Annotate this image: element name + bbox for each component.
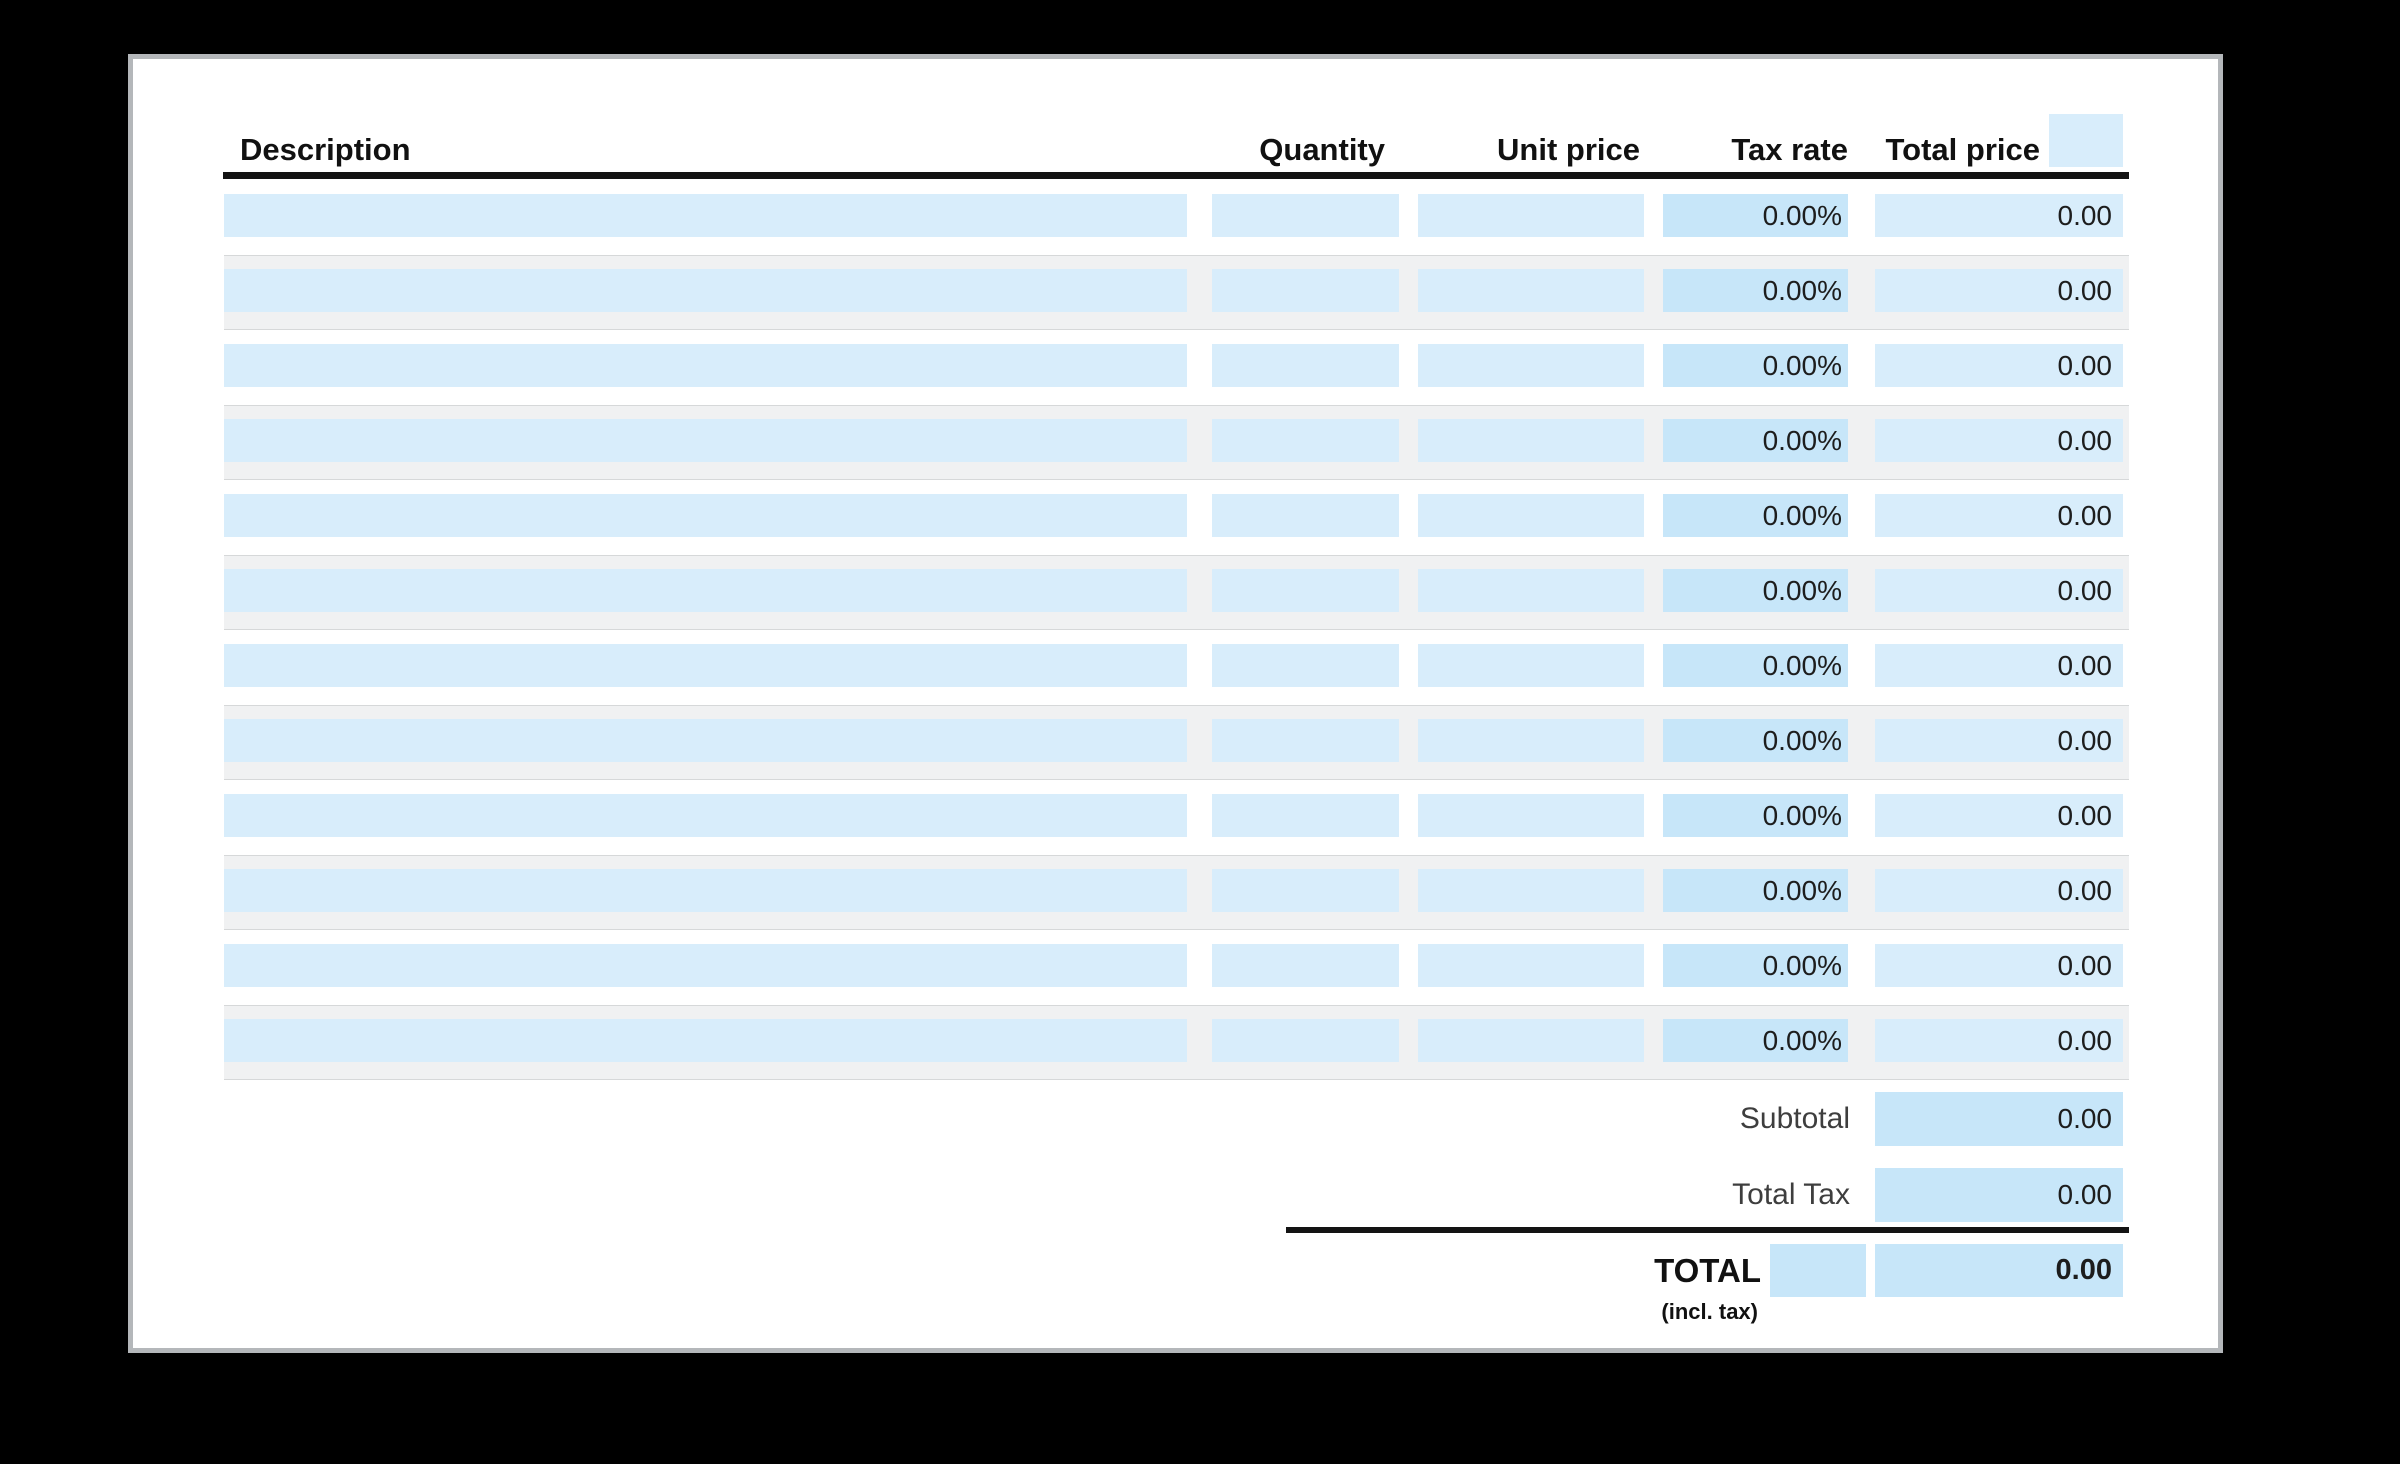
line-item-row: 0.00% 0.00 bbox=[224, 855, 2129, 930]
unit-price-field[interactable] bbox=[1418, 344, 1644, 387]
description-field[interactable] bbox=[224, 1019, 1187, 1062]
tax-rate-field[interactable]: 0.00% bbox=[1663, 569, 1848, 612]
total-rule bbox=[1286, 1227, 2129, 1233]
total-price-field[interactable]: 0.00 bbox=[1875, 644, 2123, 687]
tax-rate-field[interactable]: 0.00% bbox=[1663, 944, 1848, 987]
line-item-row: 0.00% 0.00 bbox=[224, 780, 2129, 855]
total-price-field[interactable]: 0.00 bbox=[1875, 194, 2123, 237]
description-field[interactable] bbox=[224, 419, 1187, 462]
column-header-unit-price: Unit price bbox=[1497, 132, 1640, 167]
line-item-row: 0.00% 0.00 bbox=[224, 480, 2129, 555]
tax-rate-field[interactable]: 0.00% bbox=[1663, 644, 1848, 687]
column-header-total-price: Total price bbox=[1885, 132, 2040, 167]
description-field[interactable] bbox=[224, 869, 1187, 912]
total-price-field[interactable]: 0.00 bbox=[1875, 569, 2123, 612]
total-tax-label: Total Tax bbox=[1732, 1178, 1850, 1211]
total-price-field[interactable]: 0.00 bbox=[1875, 944, 2123, 987]
line-item-row: 0.00% 0.00 bbox=[224, 330, 2129, 405]
tax-rate-field[interactable]: 0.00% bbox=[1663, 794, 1848, 837]
description-field[interactable] bbox=[224, 794, 1187, 837]
quantity-field[interactable] bbox=[1212, 869, 1399, 912]
column-header-quantity: Quantity bbox=[1259, 132, 1385, 167]
unit-price-field[interactable] bbox=[1418, 569, 1644, 612]
line-item-row: 0.00% 0.00 bbox=[224, 1005, 2129, 1080]
unit-price-field[interactable] bbox=[1418, 194, 1644, 237]
line-item-row: 0.00% 0.00 bbox=[224, 630, 2129, 705]
line-item-row: 0.00% 0.00 bbox=[224, 705, 2129, 780]
total-label: TOTAL bbox=[1654, 1252, 1761, 1289]
tax-rate-field[interactable]: 0.00% bbox=[1663, 344, 1848, 387]
total-price-field[interactable]: 0.00 bbox=[1875, 1019, 2123, 1062]
line-item-row: 0.00% 0.00 bbox=[224, 930, 2129, 1005]
header-extra-field[interactable] bbox=[2049, 114, 2123, 167]
unit-price-field[interactable] bbox=[1418, 494, 1644, 537]
tax-rate-field[interactable]: 0.00% bbox=[1663, 719, 1848, 762]
tax-rate-field[interactable]: 0.00% bbox=[1663, 194, 1848, 237]
quantity-field[interactable] bbox=[1212, 1019, 1399, 1062]
unit-price-field[interactable] bbox=[1418, 869, 1644, 912]
description-field[interactable] bbox=[224, 944, 1187, 987]
subtotal-field[interactable]: 0.00 bbox=[1875, 1092, 2123, 1146]
quantity-field[interactable] bbox=[1212, 269, 1399, 312]
total-sublabel: (incl. tax) bbox=[1661, 1299, 1758, 1324]
line-item-row: 0.00% 0.00 bbox=[224, 255, 2129, 330]
quantity-field[interactable] bbox=[1212, 794, 1399, 837]
quantity-field[interactable] bbox=[1212, 344, 1399, 387]
total-amount-field[interactable]: 0.00 bbox=[1875, 1244, 2123, 1297]
quantity-field[interactable] bbox=[1212, 494, 1399, 537]
total-price-field[interactable]: 0.00 bbox=[1875, 344, 2123, 387]
tax-rate-field[interactable]: 0.00% bbox=[1663, 494, 1848, 537]
tax-rate-field[interactable]: 0.00% bbox=[1663, 1019, 1848, 1062]
total-currency-field[interactable] bbox=[1770, 1244, 1866, 1297]
description-field[interactable] bbox=[224, 644, 1187, 687]
header-rule bbox=[223, 172, 2129, 179]
total-price-field[interactable]: 0.00 bbox=[1875, 869, 2123, 912]
unit-price-field[interactable] bbox=[1418, 644, 1644, 687]
invoice-page: Description Quantity Unit price Tax rate… bbox=[128, 54, 2223, 1353]
tax-rate-field[interactable]: 0.00% bbox=[1663, 869, 1848, 912]
column-header-tax-rate: Tax rate bbox=[1731, 132, 1848, 167]
quantity-field[interactable] bbox=[1212, 719, 1399, 762]
unit-price-field[interactable] bbox=[1418, 269, 1644, 312]
unit-price-field[interactable] bbox=[1418, 944, 1644, 987]
description-field[interactable] bbox=[224, 494, 1187, 537]
description-field[interactable] bbox=[224, 269, 1187, 312]
total-price-field[interactable]: 0.00 bbox=[1875, 719, 2123, 762]
unit-price-field[interactable] bbox=[1418, 1019, 1644, 1062]
unit-price-field[interactable] bbox=[1418, 419, 1644, 462]
unit-price-field[interactable] bbox=[1418, 719, 1644, 762]
tax-rate-field[interactable]: 0.00% bbox=[1663, 269, 1848, 312]
quantity-field[interactable] bbox=[1212, 944, 1399, 987]
description-field[interactable] bbox=[224, 344, 1187, 387]
line-item-row: 0.00% 0.00 bbox=[224, 405, 2129, 480]
quantity-field[interactable] bbox=[1212, 419, 1399, 462]
tax-rate-field[interactable]: 0.00% bbox=[1663, 419, 1848, 462]
line-item-row: 0.00% 0.00 bbox=[224, 555, 2129, 630]
quantity-field[interactable] bbox=[1212, 194, 1399, 237]
quantity-field[interactable] bbox=[1212, 569, 1399, 612]
line-item-row: 0.00% 0.00 bbox=[224, 180, 2129, 255]
total-price-field[interactable]: 0.00 bbox=[1875, 419, 2123, 462]
description-field[interactable] bbox=[224, 719, 1187, 762]
description-field[interactable] bbox=[224, 569, 1187, 612]
unit-price-field[interactable] bbox=[1418, 794, 1644, 837]
total-price-field[interactable]: 0.00 bbox=[1875, 269, 2123, 312]
total-price-field[interactable]: 0.00 bbox=[1875, 794, 2123, 837]
subtotal-label: Subtotal bbox=[1739, 1102, 1850, 1135]
total-tax-field[interactable]: 0.00 bbox=[1875, 1168, 2123, 1222]
quantity-field[interactable] bbox=[1212, 644, 1399, 687]
column-header-description: Description bbox=[240, 132, 411, 167]
description-field[interactable] bbox=[224, 194, 1187, 237]
total-price-field[interactable]: 0.00 bbox=[1875, 494, 2123, 537]
